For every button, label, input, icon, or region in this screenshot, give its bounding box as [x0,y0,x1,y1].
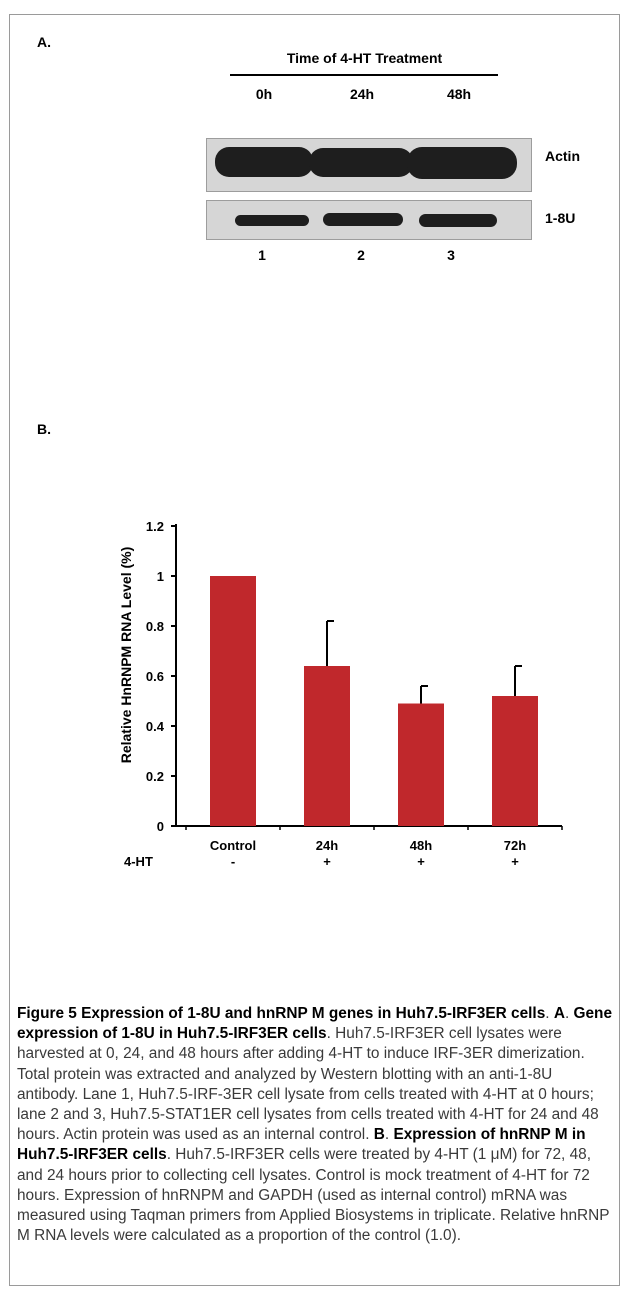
figure-caption: Figure 5 Expression of 1-8U and hnRNP M … [17,1005,613,1245]
figure-frame [9,14,620,1286]
panel-a-label: A. [37,34,51,50]
caption-b-title: Expression of hnRNP M in Huh7.5-IRF3ER c… [17,1126,586,1164]
caption-b-label: B [373,1126,385,1144]
actin-band-2 [309,148,413,177]
actin-blot [206,138,532,192]
lane-number-2: 2 [357,247,365,263]
time-label-24h: 24h [349,86,375,102]
1-8u-band-1 [235,215,309,226]
row-label-1-8u: 1-8U [545,210,576,226]
caption-a-label: A [553,1005,565,1022]
lane-number-1: 1 [258,247,266,263]
time-label-48h: 48h [446,86,472,102]
blot-title: Time of 4-HT Treatment [286,50,443,66]
caption-fig-title: Expression of 1-8U and hnRNP M genes in … [81,1005,546,1022]
panel-b-label: B. [37,421,51,437]
time-label-0h: 0h [255,86,273,102]
caption-a-title: Gene expression of 1-8U in Huh7.5-IRF3ER… [17,1005,613,1043]
caption-fig-label: Figure 5 [17,1005,77,1022]
actin-band-3 [407,147,517,179]
actin-band-1 [215,147,313,177]
blot-title-rule [230,74,498,76]
row-label-actin: Actin [545,148,580,164]
caption-a-text: Huh7.5-IRF3ER cell lysates were harveste… [17,1025,599,1144]
lane-number-3: 3 [447,247,455,263]
1-8u-band-2 [323,213,403,226]
1-8u-blot [206,200,532,240]
1-8u-band-3 [419,214,497,227]
caption-b-text: Huh7.5-IRF3ER cells were treated by 4-HT… [17,1146,610,1245]
